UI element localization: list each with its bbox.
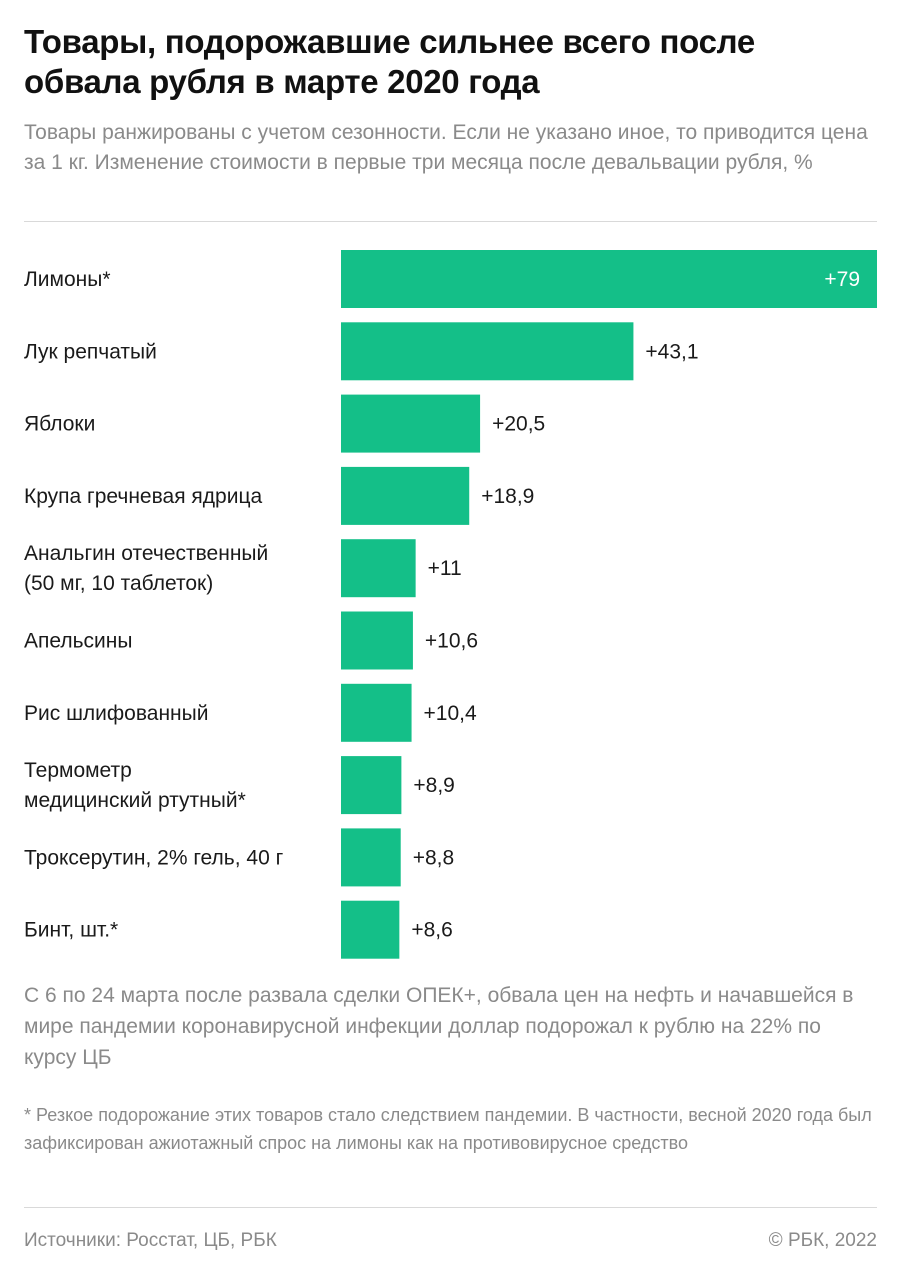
- value-label: +8,8: [413, 846, 454, 869]
- bar: [341, 539, 416, 598]
- context-note: С 6 по 24 марта после развала сделки ОПЕ…: [24, 984, 854, 1069]
- bar: [341, 900, 400, 959]
- copyright-text: © РБК, 2022: [768, 1230, 877, 1251]
- value-label: +11: [428, 557, 462, 580]
- value-label: +79: [824, 268, 860, 291]
- category-label: Апельсины: [24, 630, 132, 653]
- value-label: +8,6: [411, 919, 452, 942]
- sources-text: Источники: Росстат, ЦБ, РБК: [24, 1230, 277, 1251]
- category-label: Рис шлифованный: [24, 702, 208, 725]
- category-label: Лук репчатый: [24, 340, 157, 363]
- category-label: Крупа гречневая ядрица: [24, 485, 262, 508]
- bar: [341, 466, 470, 525]
- bar: [341, 394, 481, 453]
- bar: [341, 250, 877, 308]
- bar: [341, 322, 634, 381]
- value-label: +20,5: [492, 413, 545, 436]
- value-label: +10,6: [425, 630, 478, 653]
- value-label: +18,9: [481, 485, 534, 508]
- bar-chart: Лимоны* +79 Лук репчатый +43,1 Яблоки +20,5 Кр…: [24, 250, 877, 959]
- category-label: Лимоны*: [24, 268, 111, 291]
- category-label: Термометр медицинский ртутный*: [24, 759, 246, 812]
- chart-title: Товары, подорожавшие сильнее всего после…: [24, 23, 755, 100]
- value-label: +43,1: [645, 340, 698, 363]
- chart-subtitle: Товары ранжированы с учетом сезонности. …: [24, 121, 868, 174]
- category-label: Анальгин отечественный (50 мг, 10 таблето…: [24, 542, 268, 595]
- category-label: Бинт, шт.*: [24, 919, 118, 942]
- category-label: Яблоки: [24, 413, 95, 436]
- value-label: +8,9: [413, 774, 454, 797]
- bar: [341, 828, 401, 887]
- bar: [341, 756, 402, 815]
- value-label: +10,4: [424, 702, 477, 725]
- category-label: Троксерутин, 2% гель, 40 г: [24, 846, 284, 869]
- bar: [341, 683, 412, 742]
- bar: [341, 611, 413, 670]
- bottom-divider: [24, 1207, 877, 1208]
- top-divider: [24, 221, 877, 222]
- footnote: * Резкое подорожание этих товаров стало …: [24, 1105, 872, 1153]
